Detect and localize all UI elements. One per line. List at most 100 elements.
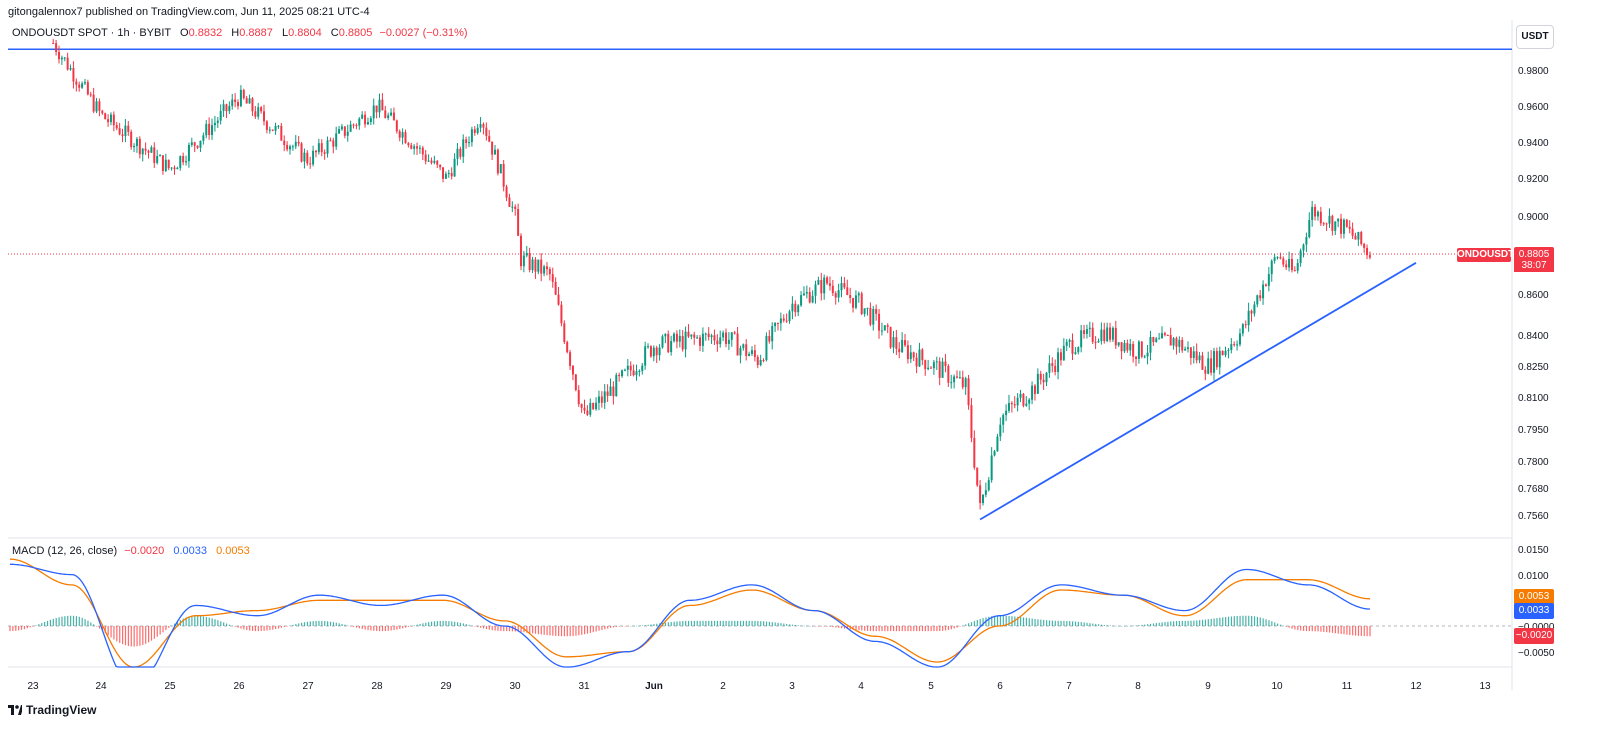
candle-body	[283, 140, 286, 145]
macd-hist-bar	[699, 620, 701, 626]
macd-hist-bar	[1291, 626, 1293, 629]
high-value: 0.8887	[239, 27, 273, 39]
macd-hist-bar	[367, 626, 369, 631]
candle-body	[378, 99, 381, 113]
candle-body	[410, 145, 413, 149]
macd-hist-bar	[433, 621, 436, 626]
symbol-title[interactable]: ONDOUSDT SPOT · 1h · BYBIT	[12, 27, 171, 39]
candle-body	[1161, 333, 1164, 339]
macd-hist-bar	[575, 626, 577, 636]
candle-body	[514, 206, 517, 210]
macd-hist-bar	[933, 626, 935, 632]
candle-body	[222, 104, 225, 111]
candle-body	[468, 142, 471, 144]
candle-body	[98, 101, 101, 111]
macd-tick-label: 0.0150	[1518, 545, 1549, 556]
macd-hist-bar	[1129, 625, 1131, 627]
candle-body	[1137, 341, 1140, 359]
candle-body	[300, 143, 303, 162]
macd-hist-bar	[962, 625, 964, 627]
macd-hist-bar	[390, 626, 392, 631]
candle-body	[170, 167, 173, 169]
macd-hist-bar	[506, 626, 508, 632]
macd-hist-bar	[494, 626, 496, 631]
macd-hist-bar	[907, 626, 909, 632]
macd-hist-bar	[1323, 626, 1325, 632]
candle-body	[130, 131, 133, 148]
candle-body	[248, 98, 251, 104]
macd-hist-bar	[422, 623, 424, 626]
candle-body	[621, 370, 624, 377]
macd-hist-bar	[1020, 617, 1022, 626]
candle-body	[1155, 338, 1158, 343]
candle-body	[791, 303, 794, 312]
macd-hist-bar	[93, 624, 95, 626]
macd-hist-bar	[1181, 620, 1183, 626]
macd-hist-bar	[797, 625, 799, 626]
currency-button[interactable]: USDT	[1516, 25, 1554, 49]
candle-body	[566, 341, 569, 353]
candle-body	[1366, 247, 1369, 256]
candle-body	[95, 101, 98, 112]
candle-body	[623, 369, 626, 371]
candle-body	[161, 155, 164, 172]
macd-hist-bar	[751, 620, 753, 626]
macd-hist-bar	[153, 626, 155, 639]
candle-body	[938, 361, 941, 378]
macd-hist-bar	[638, 625, 641, 627]
candle-body	[55, 43, 58, 52]
macd-hist-bar	[275, 626, 277, 630]
candle-body	[366, 122, 369, 125]
last-price-label: 0.8805	[1514, 247, 1554, 263]
candle-body	[1189, 347, 1192, 358]
candle-body	[545, 266, 548, 270]
macd-hist-bar	[182, 618, 184, 626]
candle-body	[312, 150, 315, 165]
macd-hist-bar	[280, 626, 283, 628]
macd-hist-bar	[1190, 620, 1192, 626]
macd-hist-bar	[332, 622, 334, 626]
macd-hist-bar	[1112, 625, 1114, 627]
candle-body	[424, 154, 427, 162]
macd-hist-bar	[488, 626, 490, 630]
macd-hist-bar	[329, 621, 332, 626]
macd-hist-bar	[1106, 625, 1108, 626]
macd-hist-bar	[1005, 615, 1007, 626]
candle-body	[1071, 340, 1074, 354]
macd-hist-bar	[1080, 622, 1082, 626]
macd-hist-bar	[1141, 624, 1143, 626]
macd-hist-bar	[199, 615, 202, 626]
candle-body	[1005, 410, 1008, 416]
macd-hist-bar	[760, 621, 762, 626]
macd-hist-bar	[18, 626, 20, 631]
candle-body	[1288, 258, 1291, 268]
candle-body	[288, 146, 291, 150]
candle-body	[1340, 218, 1343, 234]
candle-body	[1337, 218, 1340, 222]
candle-body	[63, 57, 66, 59]
macd-hist-bar	[1017, 616, 1019, 626]
macd-hist-bar	[445, 620, 447, 626]
macd-hist-bar	[419, 623, 421, 626]
macd-hist-bar	[407, 626, 410, 627]
candle-body	[1201, 355, 1204, 370]
macd-hist-bar	[624, 626, 626, 627]
price-tick-label: 0.9800	[1518, 66, 1549, 77]
macd-hist-bar	[321, 620, 323, 626]
macd-hist-bar	[841, 626, 843, 629]
macd-hist-bar	[711, 620, 713, 626]
candle-body	[580, 404, 583, 408]
candle-body	[1244, 324, 1247, 326]
macd-legend-title[interactable]: MACD (12, 26, close)	[12, 545, 118, 557]
macd-hist-bar	[650, 624, 652, 626]
macd-hist-bar	[621, 626, 623, 627]
candle-body	[465, 139, 468, 143]
macd-hist-bar	[1245, 615, 1247, 626]
macd-hist-bar	[526, 626, 528, 633]
macd-hist-bar	[75, 616, 78, 626]
candle-body	[1028, 399, 1031, 404]
macd-hist-bar	[491, 626, 493, 631]
candle-body	[416, 146, 419, 149]
change-value: −0.0027 (−0.31%)	[379, 27, 468, 39]
